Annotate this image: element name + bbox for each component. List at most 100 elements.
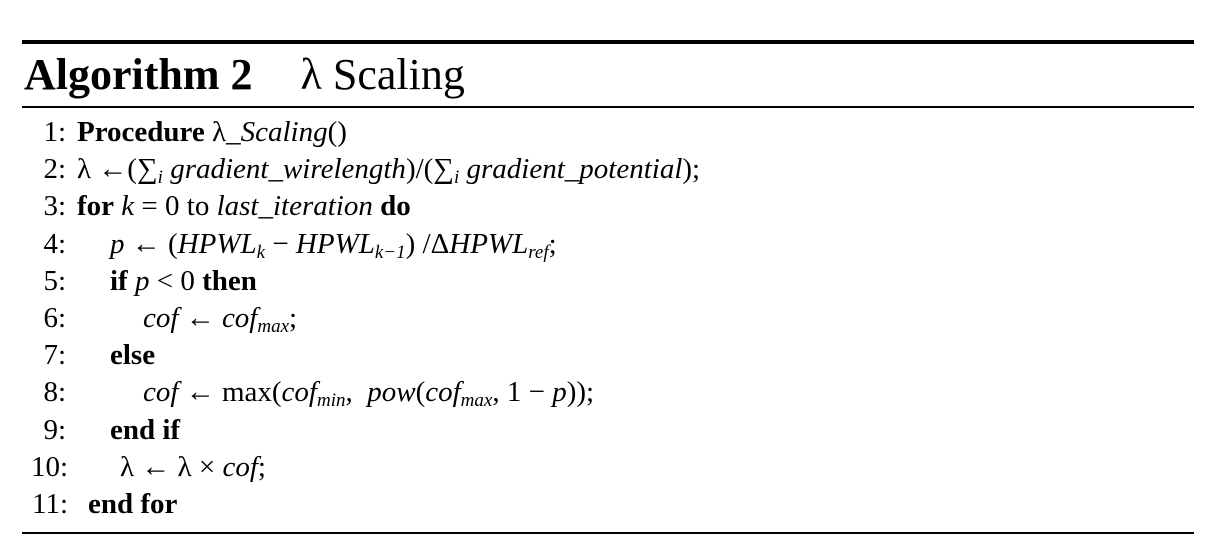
- line-number: 10:: [30, 450, 68, 483]
- line-content: cof ← cofmax;: [143, 300, 297, 337]
- line-number: 7:: [43, 339, 66, 372]
- math-variable: cof: [281, 376, 317, 409]
- subscript: min: [317, 390, 346, 411]
- subscript: i: [158, 167, 163, 188]
- algorithm-line: 5: if p < 0 then: [22, 263, 1194, 300]
- header-rule: [22, 106, 1194, 108]
- text-run: (: [415, 376, 426, 409]
- algorithm-body: 1: Procedure λ_Scaling() 2: λ ←(∑i gradi…: [22, 114, 1194, 523]
- line-content: cof ← max(cofmin, pow(cofmax, 1 − p));: [143, 374, 594, 411]
- math-variable: pow: [367, 376, 416, 409]
- math-variable: cof: [221, 301, 258, 334]
- math-variable: p: [552, 376, 567, 409]
- line-number: 4:: [43, 227, 66, 260]
- algorithm-line: 10: λ ← λ × cof;: [22, 449, 1194, 486]
- line-content: else: [110, 337, 155, 374]
- keyword: if: [110, 264, 128, 297]
- subscript: ref: [528, 242, 548, 263]
- text-run: ←: [178, 301, 222, 334]
- algorithm-line: 1: Procedure λ_Scaling(): [22, 114, 1194, 151]
- subscript: k−1: [375, 242, 406, 263]
- text-run: ,: [345, 376, 368, 409]
- subscript: k: [257, 242, 265, 263]
- algorithm-line: 6: cof ← cofmax;: [22, 300, 1194, 337]
- text-run: ;: [548, 227, 557, 260]
- line-content: if p < 0 then: [110, 263, 257, 300]
- algorithm-label: Algorithm 2: [24, 50, 253, 99]
- math-variable: cof: [143, 301, 179, 334]
- subscript-text: i: [453, 167, 460, 189]
- text-run: ) /Δ: [405, 227, 450, 260]
- algorithm-title: Algorithm 2 λ Scaling: [24, 48, 465, 102]
- subscript-text: ref: [528, 241, 549, 263]
- line-number: 8:: [43, 376, 66, 409]
- line-content: end for: [88, 486, 177, 523]
- line-content: Procedure λ_Scaling(): [77, 114, 347, 151]
- subscript-text: i: [157, 167, 163, 189]
- keyword: end if: [110, 413, 181, 446]
- math-variable: HPWL: [449, 227, 529, 260]
- text-run: )/(∑: [405, 153, 454, 186]
- subscript: i: [454, 167, 459, 188]
- text-run: < 0: [149, 264, 203, 297]
- line-number: 2:: [43, 153, 66, 186]
- bottom-rule: [22, 532, 1194, 534]
- line-number: 1:: [43, 116, 66, 148]
- math-variable: p: [110, 227, 125, 260]
- algorithm-line: 3: for k = 0 to last_iteration do: [22, 188, 1194, 225]
- subscript-text: max: [460, 390, 493, 412]
- math-variable: gradient_wirelength: [162, 153, 406, 186]
- math-variable: cof: [222, 450, 258, 483]
- line-number: 3:: [43, 190, 66, 223]
- line-number: 11:: [32, 487, 68, 520]
- text-run: (): [327, 116, 347, 148]
- subscript-text: min: [316, 390, 346, 412]
- top-rule: [22, 40, 1194, 44]
- text-run: λ ←(∑: [77, 153, 158, 186]
- text-run: = 0 to: [134, 190, 217, 223]
- math-variable: gradient_potential: [459, 153, 683, 186]
- math-variable: last_iteration: [216, 190, 373, 223]
- algorithm-line: 8: cof ← max(cofmin, pow(cofmax, 1 − p))…: [22, 374, 1194, 411]
- keyword: for: [77, 190, 115, 223]
- text-run: ));: [566, 376, 595, 409]
- line-content: end if: [110, 412, 180, 449]
- algorithm-line: 2: λ ←(∑i gradient_wirelength)/(∑i gradi…: [22, 151, 1194, 188]
- keyword: Procedure: [77, 116, 205, 148]
- algorithm-line: 7: else: [22, 337, 1194, 374]
- algorithm-line: 11: end for: [22, 486, 1194, 523]
- line-content: λ ← λ × cof;: [120, 449, 266, 486]
- math-variable: p: [134, 264, 150, 297]
- line-content: λ ←(∑i gradient_wirelength)/(∑i gradient…: [77, 151, 700, 188]
- math-variable: HPWL: [177, 227, 257, 260]
- keyword: do: [380, 190, 411, 223]
- text-run: ← (: [124, 227, 178, 260]
- math-variable: k: [121, 190, 135, 223]
- line-number: 6:: [43, 301, 66, 334]
- keyword: then: [202, 264, 257, 297]
- text-run: , 1 −: [492, 376, 553, 409]
- math-variable: cof: [143, 376, 179, 409]
- text-run: λ: [204, 116, 227, 148]
- text-run: ← max(: [178, 376, 282, 409]
- subscript-text: k: [256, 241, 266, 263]
- subscript: max: [257, 316, 289, 337]
- subscript-text: max: [257, 315, 290, 337]
- text-run: λ ← λ ×: [120, 450, 223, 483]
- text-run: ;: [289, 301, 298, 334]
- line-content: for k = 0 to last_iteration do: [77, 188, 411, 225]
- subscript-text: k−1: [374, 241, 406, 263]
- text-run: ;: [257, 450, 266, 483]
- math-variable: cof: [425, 376, 461, 409]
- subscript: max: [461, 390, 493, 411]
- algorithm-line: 4: p ← (HPWLk − HPWLk−1) /ΔHPWLref;: [22, 226, 1194, 263]
- keyword: end for: [88, 487, 178, 520]
- text-run: );: [682, 153, 701, 186]
- line-number: 9:: [43, 413, 66, 446]
- text-run: −: [265, 227, 296, 260]
- math-variable: HPWL: [295, 227, 375, 260]
- line-number: 5:: [43, 264, 66, 297]
- keyword: else: [110, 339, 156, 372]
- math-variable: _Scaling: [226, 116, 328, 148]
- line-content: p ← (HPWLk − HPWLk−1) /ΔHPWLref;: [110, 226, 557, 263]
